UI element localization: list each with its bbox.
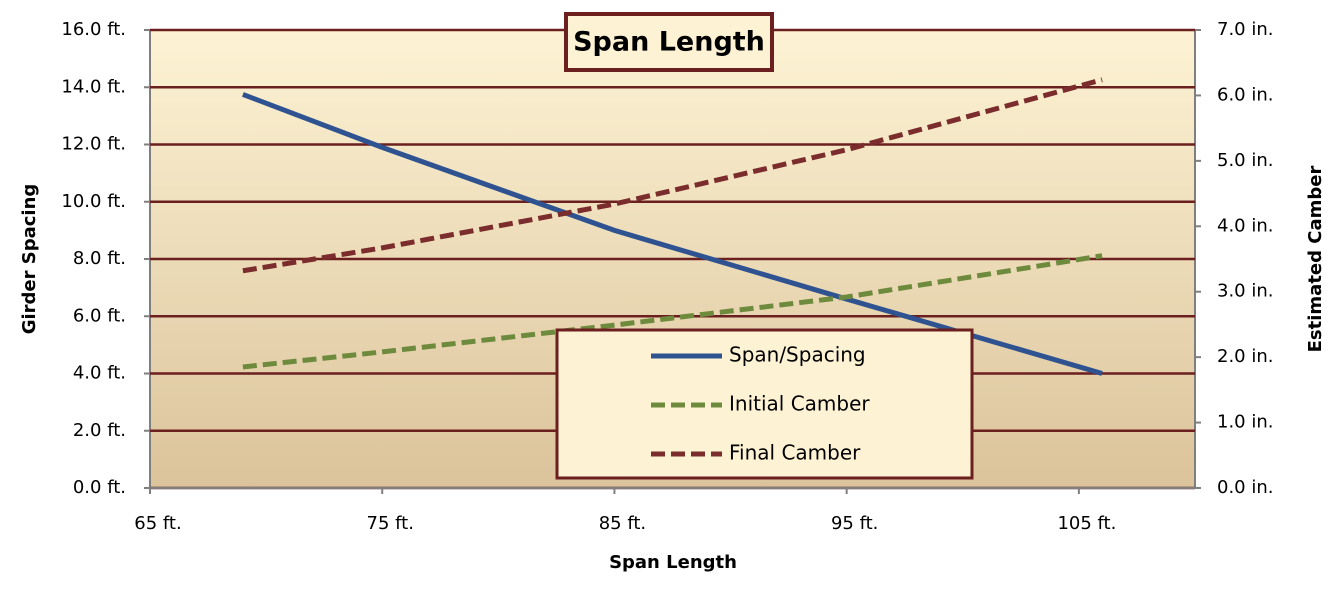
chart-title: Span Length	[573, 27, 765, 58]
y-tick-label: 14.0 ft.	[61, 76, 126, 97]
legend-items: Span/Spacing Initial Camber Final Camber	[651, 343, 870, 465]
y-tick-label: 16.0 ft.	[61, 19, 126, 40]
legend	[555, 328, 974, 480]
y-tick-label: 8.0 ft.	[73, 248, 126, 269]
x-tick-label: 85 ft.	[599, 513, 646, 534]
legend-label: Initial Camber	[729, 392, 870, 416]
y2-tick-label: 1.0 in.	[1217, 412, 1273, 433]
x-axis-label: Span Length	[609, 552, 737, 573]
y2-axis-label: Estimated Camber	[1305, 166, 1326, 353]
x-tick-label: 65 ft.	[134, 513, 181, 534]
y-axis-label: Girder Spacing	[19, 184, 40, 335]
y-tick-label: 2.0 ft.	[73, 420, 126, 441]
series-line	[242, 253, 1103, 370]
y-tick-label: 0.0 ft.	[73, 477, 126, 498]
legend-label: Final Camber	[729, 441, 861, 465]
x-tick-label: 105 ft.	[1057, 513, 1116, 534]
y-tick-label: 12.0 ft.	[61, 134, 126, 155]
y-tick-label: 6.0 ft.	[73, 305, 126, 326]
y2-tick-label: 0.0 in.	[1217, 477, 1273, 498]
x-tick-label: 95 ft.	[831, 513, 878, 534]
y-tick-label: 10.0 ft.	[61, 191, 126, 212]
y2-tick-label: 5.0 in.	[1217, 150, 1273, 171]
x-tick-label: 75 ft.	[367, 513, 414, 534]
y-tick-label: 4.0 ft.	[73, 363, 126, 384]
y2-tick-label: 4.0 in.	[1217, 215, 1273, 236]
series-line	[242, 92, 1103, 376]
y2-tick-label: 6.0 in.	[1217, 84, 1273, 105]
y2-tick-label: 7.0 in.	[1217, 19, 1273, 40]
series-line	[242, 77, 1103, 274]
lines	[242, 77, 1103, 376]
y2-tick-label: 3.0 in.	[1217, 281, 1273, 302]
legend-label: Span/Spacing	[729, 343, 866, 367]
title-box	[564, 12, 774, 72]
y2-tick-label: 2.0 in.	[1217, 346, 1273, 367]
